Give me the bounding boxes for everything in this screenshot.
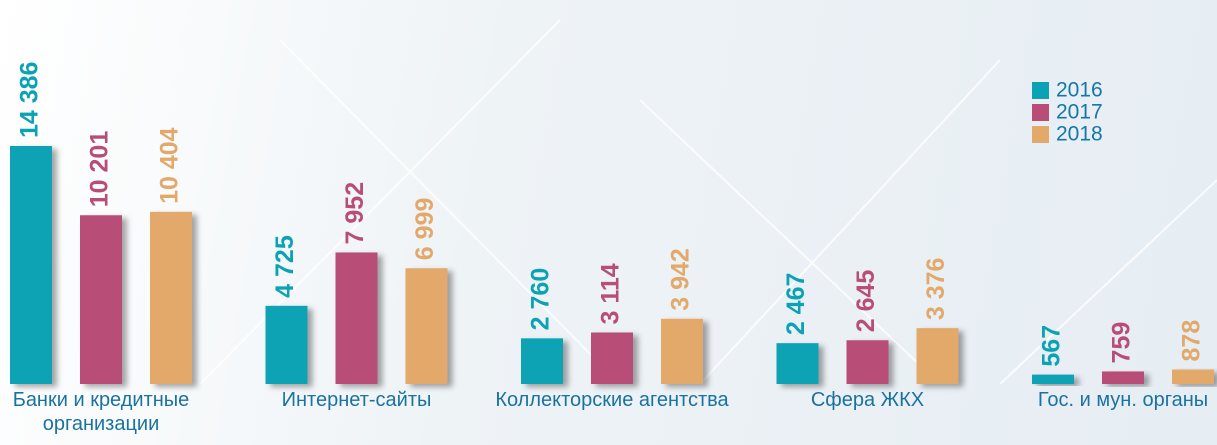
value-label: 2 645 [852, 270, 880, 333]
value-label: 759 [1108, 322, 1136, 364]
value-label: 4 725 [271, 235, 299, 298]
category-label: Сфера ЖКХ [810, 389, 925, 411]
bar [1032, 374, 1074, 384]
bar [846, 340, 889, 384]
value-label: 10 201 [86, 131, 114, 208]
category-label: Банки и кредитные организации [12, 389, 190, 435]
legend-label: 2017 [1056, 101, 1103, 124]
bar [521, 338, 563, 384]
value-label: 2 467 [782, 273, 810, 336]
bar [80, 215, 122, 384]
value-label: 3 942 [667, 248, 695, 311]
category-label: Коллекторские агентства [495, 389, 729, 411]
bar [10, 146, 52, 384]
value-label: 567 [1038, 325, 1066, 367]
bar [591, 332, 633, 384]
value-label: 10 404 [156, 127, 184, 204]
background-lines [199, 19, 1217, 385]
value-label: 6 999 [411, 198, 439, 261]
bar [265, 305, 308, 384]
category-label: Гос. и мун. органы [1037, 389, 1209, 411]
bar [1172, 369, 1214, 384]
value-label: 2 760 [527, 268, 555, 331]
value-label: 3 376 [922, 258, 950, 321]
value-label: 878 [1178, 320, 1206, 362]
value-label: 14 386 [16, 62, 44, 138]
bar [335, 252, 378, 384]
bar [150, 211, 192, 384]
legend-swatch [1032, 104, 1049, 121]
bar [776, 343, 819, 384]
legend-swatch [1032, 82, 1049, 99]
value-label: 7 952 [341, 182, 369, 245]
legend-label: 2016 [1056, 79, 1103, 102]
bar [1102, 371, 1144, 384]
value-label: 3 114 [597, 263, 625, 324]
category-label: Интернет-сайты [281, 389, 432, 411]
bar [916, 328, 959, 384]
bar [405, 268, 448, 384]
legend-label: 2018 [1056, 123, 1103, 146]
legend-swatch [1032, 126, 1049, 143]
bar [661, 318, 703, 384]
